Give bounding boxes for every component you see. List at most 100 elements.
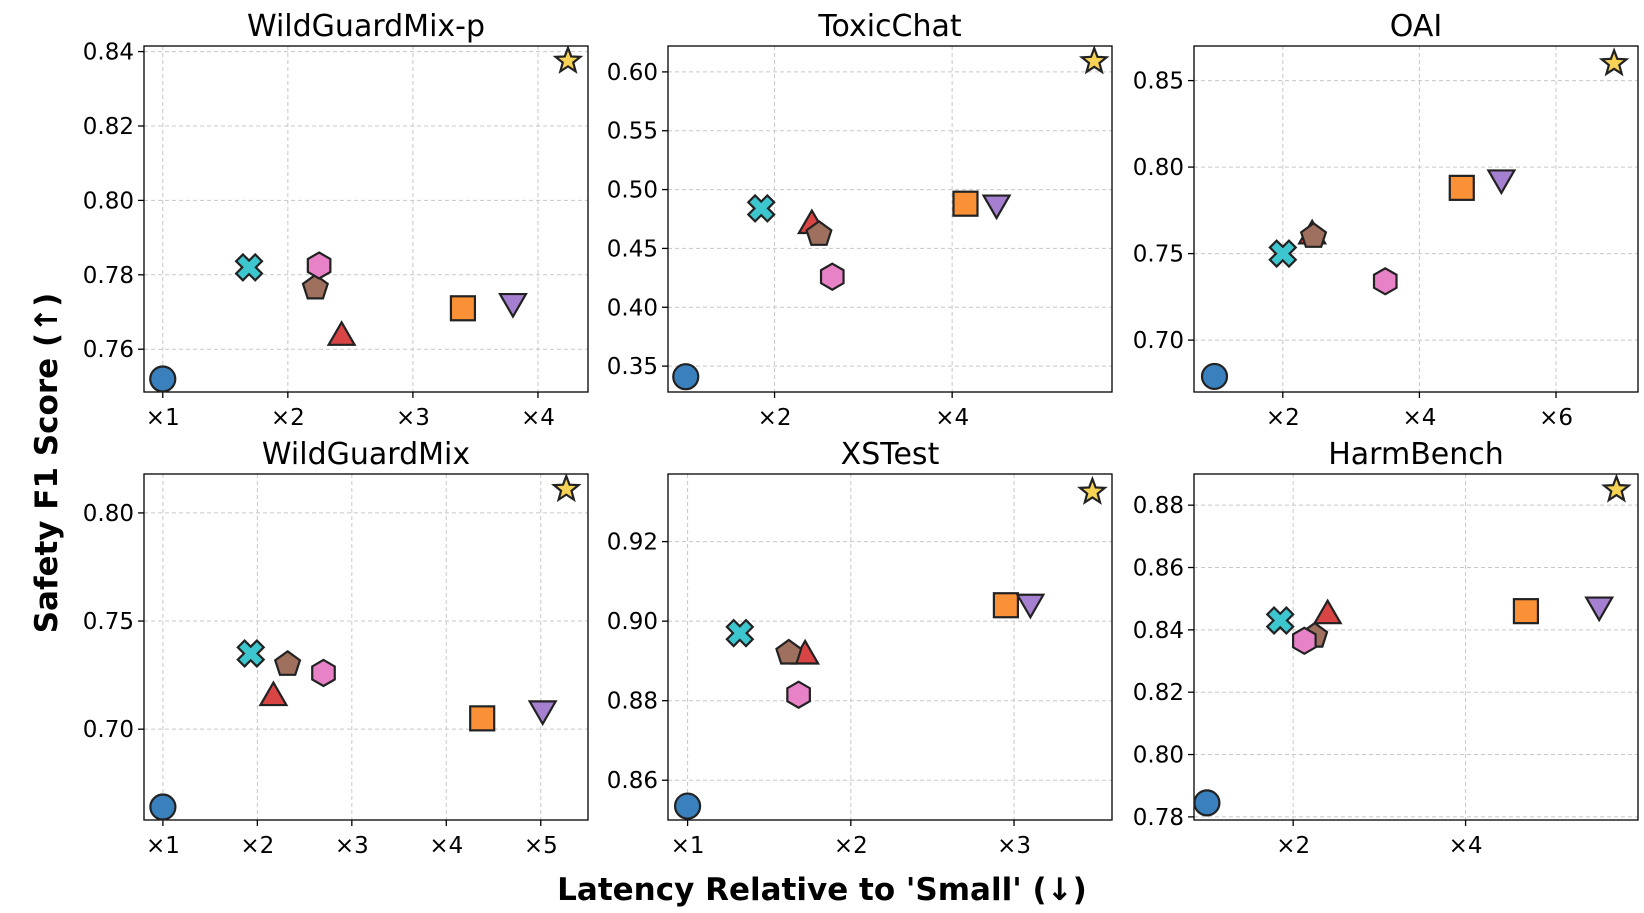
x-tick-label: ×2 (1276, 833, 1310, 859)
data-point-circle (673, 792, 702, 820)
panel-title: HarmBench (1328, 437, 1504, 472)
y-tick-label: 0.86 (1133, 556, 1184, 582)
x-tick-label: ×4 (1402, 405, 1436, 431)
x-tick-label: ×1 (146, 833, 180, 859)
data-point-triangle-down (1015, 593, 1046, 620)
data-point-triangle-down (1584, 596, 1615, 623)
data-point-x (746, 193, 776, 223)
data-point-hexagon (1291, 626, 1317, 656)
data-point-star (1078, 45, 1110, 75)
x-tick-label: ×4 (935, 405, 969, 431)
panel-toxicchat: ×2 ×4 0.35 0.40 0.45 0.50 0.55 0.60 ToxicChat (607, 9, 1113, 431)
data-point-x (234, 252, 264, 282)
data-point-hexagon (786, 680, 811, 709)
data-point-hexagon (1372, 267, 1398, 296)
data-point-triangle-down (498, 292, 528, 319)
y-tick-label: 0.35 (607, 354, 658, 380)
panel-harmbench: ×2 ×4 0.78 0.80 0.82 0.84 0.86 0.88 HarmBench (1133, 437, 1639, 859)
panel-title: OAI (1390, 9, 1442, 44)
data-point-triangle-down (981, 194, 1012, 221)
data-point-hexagon (306, 251, 332, 280)
panel-xstest: ×1 ×2 ×3 0.86 0.88 0.90 0.92 XSTest (607, 437, 1113, 859)
y-tick-label: 0.92 (607, 530, 658, 556)
y-tick-label: 0.85 (1133, 69, 1184, 95)
data-point-x (236, 638, 266, 668)
data-point-pentagon (805, 219, 833, 246)
data-point-square (992, 592, 1019, 619)
data-point-triangle-up (1312, 598, 1343, 625)
y-tick-label: 0.82 (83, 114, 134, 140)
panel-title: ToxicChat (817, 9, 962, 44)
data-point-circle (149, 365, 177, 393)
x-tick-label: ×5 (524, 833, 558, 859)
x-tick-label: ×2 (1266, 405, 1300, 431)
y-tick-label: 0.84 (1133, 618, 1184, 644)
y-tick-label: 0.78 (83, 263, 134, 289)
data-point-star (1077, 475, 1108, 505)
plot-frame (143, 473, 589, 821)
plot-frame (1193, 45, 1639, 393)
panel-title: WildGuardMix-p (247, 9, 485, 44)
data-point-triangle-down (1486, 169, 1517, 196)
data-point-pentagon (301, 273, 330, 300)
y-tick-label: 0.80 (1133, 743, 1184, 769)
data-point-circle (672, 363, 700, 391)
data-point-square (469, 705, 496, 732)
x-tick-label: ×4 (1449, 833, 1483, 859)
y-tick-label: 0.60 (607, 60, 658, 86)
data-point-x (1268, 239, 1298, 269)
x-tick-label: ×4 (429, 833, 463, 859)
data-point-x (725, 618, 755, 648)
data-point-triangle-down (527, 700, 558, 727)
x-tick-label: ×4 (521, 405, 555, 431)
data-point-pentagon (273, 649, 302, 676)
y-tick-label: 0.45 (607, 236, 658, 262)
y-tick-label: 0.40 (607, 295, 658, 321)
data-point-star (552, 44, 584, 74)
plot-frame (143, 45, 589, 393)
data-point-triangle-up (326, 320, 357, 346)
x-axis-title: Latency Relative to 'Small' (↓) (557, 872, 1087, 908)
y-axis-title: Safety F1 Score (↑) (29, 293, 65, 634)
x-tick-label: ×3 (997, 833, 1031, 859)
y-tick-label: 0.78 (1133, 805, 1184, 831)
data-point-pentagon (1299, 221, 1328, 248)
data-point-pentagon (775, 638, 803, 665)
y-tick-label: 0.84 (83, 40, 134, 66)
y-tick-label: 0.75 (83, 609, 134, 635)
x-tick-label: ×2 (271, 405, 305, 431)
y-tick-label: 0.86 (607, 768, 658, 794)
y-tick-label: 0.75 (1133, 242, 1184, 268)
panel-title: WildGuardMix (262, 437, 470, 472)
data-point-star (1598, 47, 1630, 77)
data-point-square (449, 295, 477, 322)
data-point-circle (1193, 789, 1221, 817)
x-tick-label: ×6 (1539, 405, 1573, 431)
panel-title: XSTest (841, 437, 940, 472)
y-tick-label: 0.80 (83, 188, 134, 214)
x-tick-label: ×3 (396, 405, 430, 431)
plot-frame (667, 45, 1113, 393)
panel-wildguardmix: ×1 ×2 ×3 ×4 ×5 0.70 0.75 0.80 WildGuardMix (83, 437, 589, 859)
plot-frame (667, 473, 1113, 821)
data-point-star (1601, 473, 1632, 503)
y-tick-label: 0.80 (83, 501, 134, 527)
x-tick-label: ×2 (240, 833, 274, 859)
y-tick-label: 0.88 (1133, 493, 1184, 519)
y-tick-label: 0.88 (607, 689, 658, 715)
panel-wildguardmix-p: ×1 ×2 ×3 ×4 0.76 0.78 0.80 0.82 0.84 WildGuardMix… (83, 9, 589, 431)
x-tick-label: ×1 (671, 833, 705, 859)
y-tick-label: 0.70 (83, 717, 134, 743)
y-tick-label: 0.82 (1133, 680, 1184, 706)
y-tick-label: 0.50 (607, 178, 658, 204)
x-tick-label: ×3 (335, 833, 369, 859)
data-point-square (1512, 598, 1540, 625)
y-tick-label: 0.90 (607, 609, 658, 635)
data-point-square (1448, 174, 1475, 201)
data-point-square (952, 190, 979, 217)
y-tick-label: 0.80 (1133, 155, 1184, 181)
data-point-circle (1200, 362, 1229, 391)
x-tick-label: ×2 (834, 833, 868, 859)
panel-oai: ×2 ×4 ×6 0.70 0.75 0.80 0.85 OAI (1133, 9, 1639, 431)
